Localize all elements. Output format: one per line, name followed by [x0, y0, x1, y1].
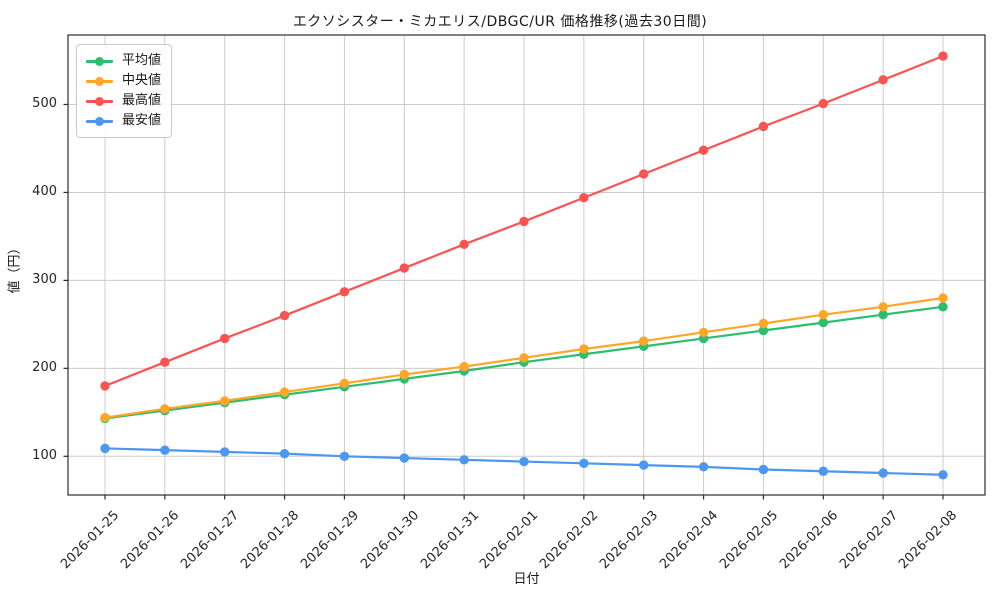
series-point-median [399, 369, 409, 380]
series-point-median [758, 318, 769, 329]
series-point-highest [160, 357, 170, 367]
series-point-highest [459, 239, 469, 250]
series-point-median [279, 387, 290, 397]
series-point-median [579, 344, 589, 354]
series-point-average [938, 302, 948, 312]
series-point-highest [818, 98, 828, 109]
y-tick-label: 200 [32, 360, 57, 376]
y-tick-label: 500 [32, 96, 57, 112]
legend-label: 中央値 [122, 73, 162, 88]
series-point-lowest [100, 443, 110, 454]
plot-frame [67, 34, 986, 496]
legend-label: 最高値 [122, 93, 162, 108]
series-point-average [758, 325, 769, 336]
series-point-highest [279, 310, 290, 321]
series-point-highest [758, 121, 769, 132]
series-point-highest [878, 75, 888, 85]
legend-marker-icon [86, 56, 113, 66]
series-point-average [818, 317, 828, 328]
series-point-highest [100, 381, 110, 391]
series-point-median [878, 302, 888, 312]
series-point-median [160, 404, 170, 414]
series-point-lowest [339, 451, 350, 462]
legend-label: 最安値 [122, 113, 162, 128]
series-point-median [938, 293, 948, 303]
legend-marker-icon [86, 96, 113, 106]
series-point-median [220, 396, 230, 406]
y-tick-label: 300 [32, 272, 57, 288]
series-point-lowest [698, 462, 709, 472]
series-point-median [698, 327, 709, 337]
series-point-lowest [399, 453, 409, 463]
legend-marker-icon [86, 116, 113, 126]
series-point-median [100, 412, 110, 423]
series-point-highest [639, 169, 649, 179]
legend-item-lowest: 最安値 [86, 111, 161, 131]
legend-marker-icon [86, 76, 113, 86]
legend-label: 平均値 [122, 53, 162, 68]
series-point-median [339, 378, 350, 388]
series-point-lowest [818, 466, 828, 476]
y-tick-label: 400 [32, 184, 57, 200]
series-point-lowest [639, 460, 649, 470]
series-point-highest [938, 51, 948, 61]
series-point-median [459, 361, 469, 372]
series-point-average [878, 309, 888, 320]
y-tick-label: 100 [32, 448, 57, 464]
x-axis-label: 日付 [513, 572, 540, 587]
series-point-highest [579, 193, 589, 203]
series-point-highest [220, 333, 230, 344]
series-point-median [818, 309, 828, 320]
series-point-highest [698, 145, 709, 155]
chart-title: エクソシスター・ミカエリス/DBGC/UR 価格推移(過去30日間) [292, 14, 708, 30]
series-point-lowest [878, 468, 888, 478]
series-point-median [519, 353, 529, 363]
series-point-lowest [220, 447, 230, 457]
series-point-highest [399, 263, 409, 273]
legend-item-median: 中央値 [86, 71, 161, 91]
legend-item-average: 平均値 [86, 51, 161, 71]
series-point-lowest [579, 458, 589, 469]
series-point-lowest [938, 470, 948, 480]
series-point-median [639, 336, 649, 346]
series-point-lowest [519, 456, 529, 467]
legend: 平均値中央値最高値最安値 [76, 44, 173, 138]
series-point-lowest [459, 455, 469, 465]
series-point-lowest [758, 464, 769, 475]
legend-item-highest: 最高値 [86, 91, 161, 111]
series-point-highest [519, 216, 529, 227]
series-point-highest [339, 287, 350, 297]
series-point-lowest [160, 445, 170, 455]
series-point-lowest [279, 448, 290, 459]
